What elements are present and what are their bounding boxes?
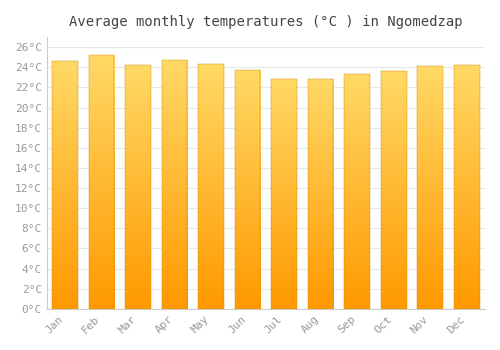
Bar [272, 79, 297, 309]
Bar [89, 55, 114, 309]
Bar [454, 65, 479, 309]
Bar [418, 66, 443, 309]
Bar [381, 71, 406, 309]
Bar [126, 65, 151, 309]
Bar [52, 61, 78, 309]
Title: Average monthly temperatures (°C ) in Ngomedzap: Average monthly temperatures (°C ) in Ng… [69, 15, 462, 29]
Bar [162, 60, 188, 309]
Bar [308, 79, 334, 309]
Bar [235, 70, 260, 309]
Bar [344, 74, 370, 309]
Bar [198, 64, 224, 309]
